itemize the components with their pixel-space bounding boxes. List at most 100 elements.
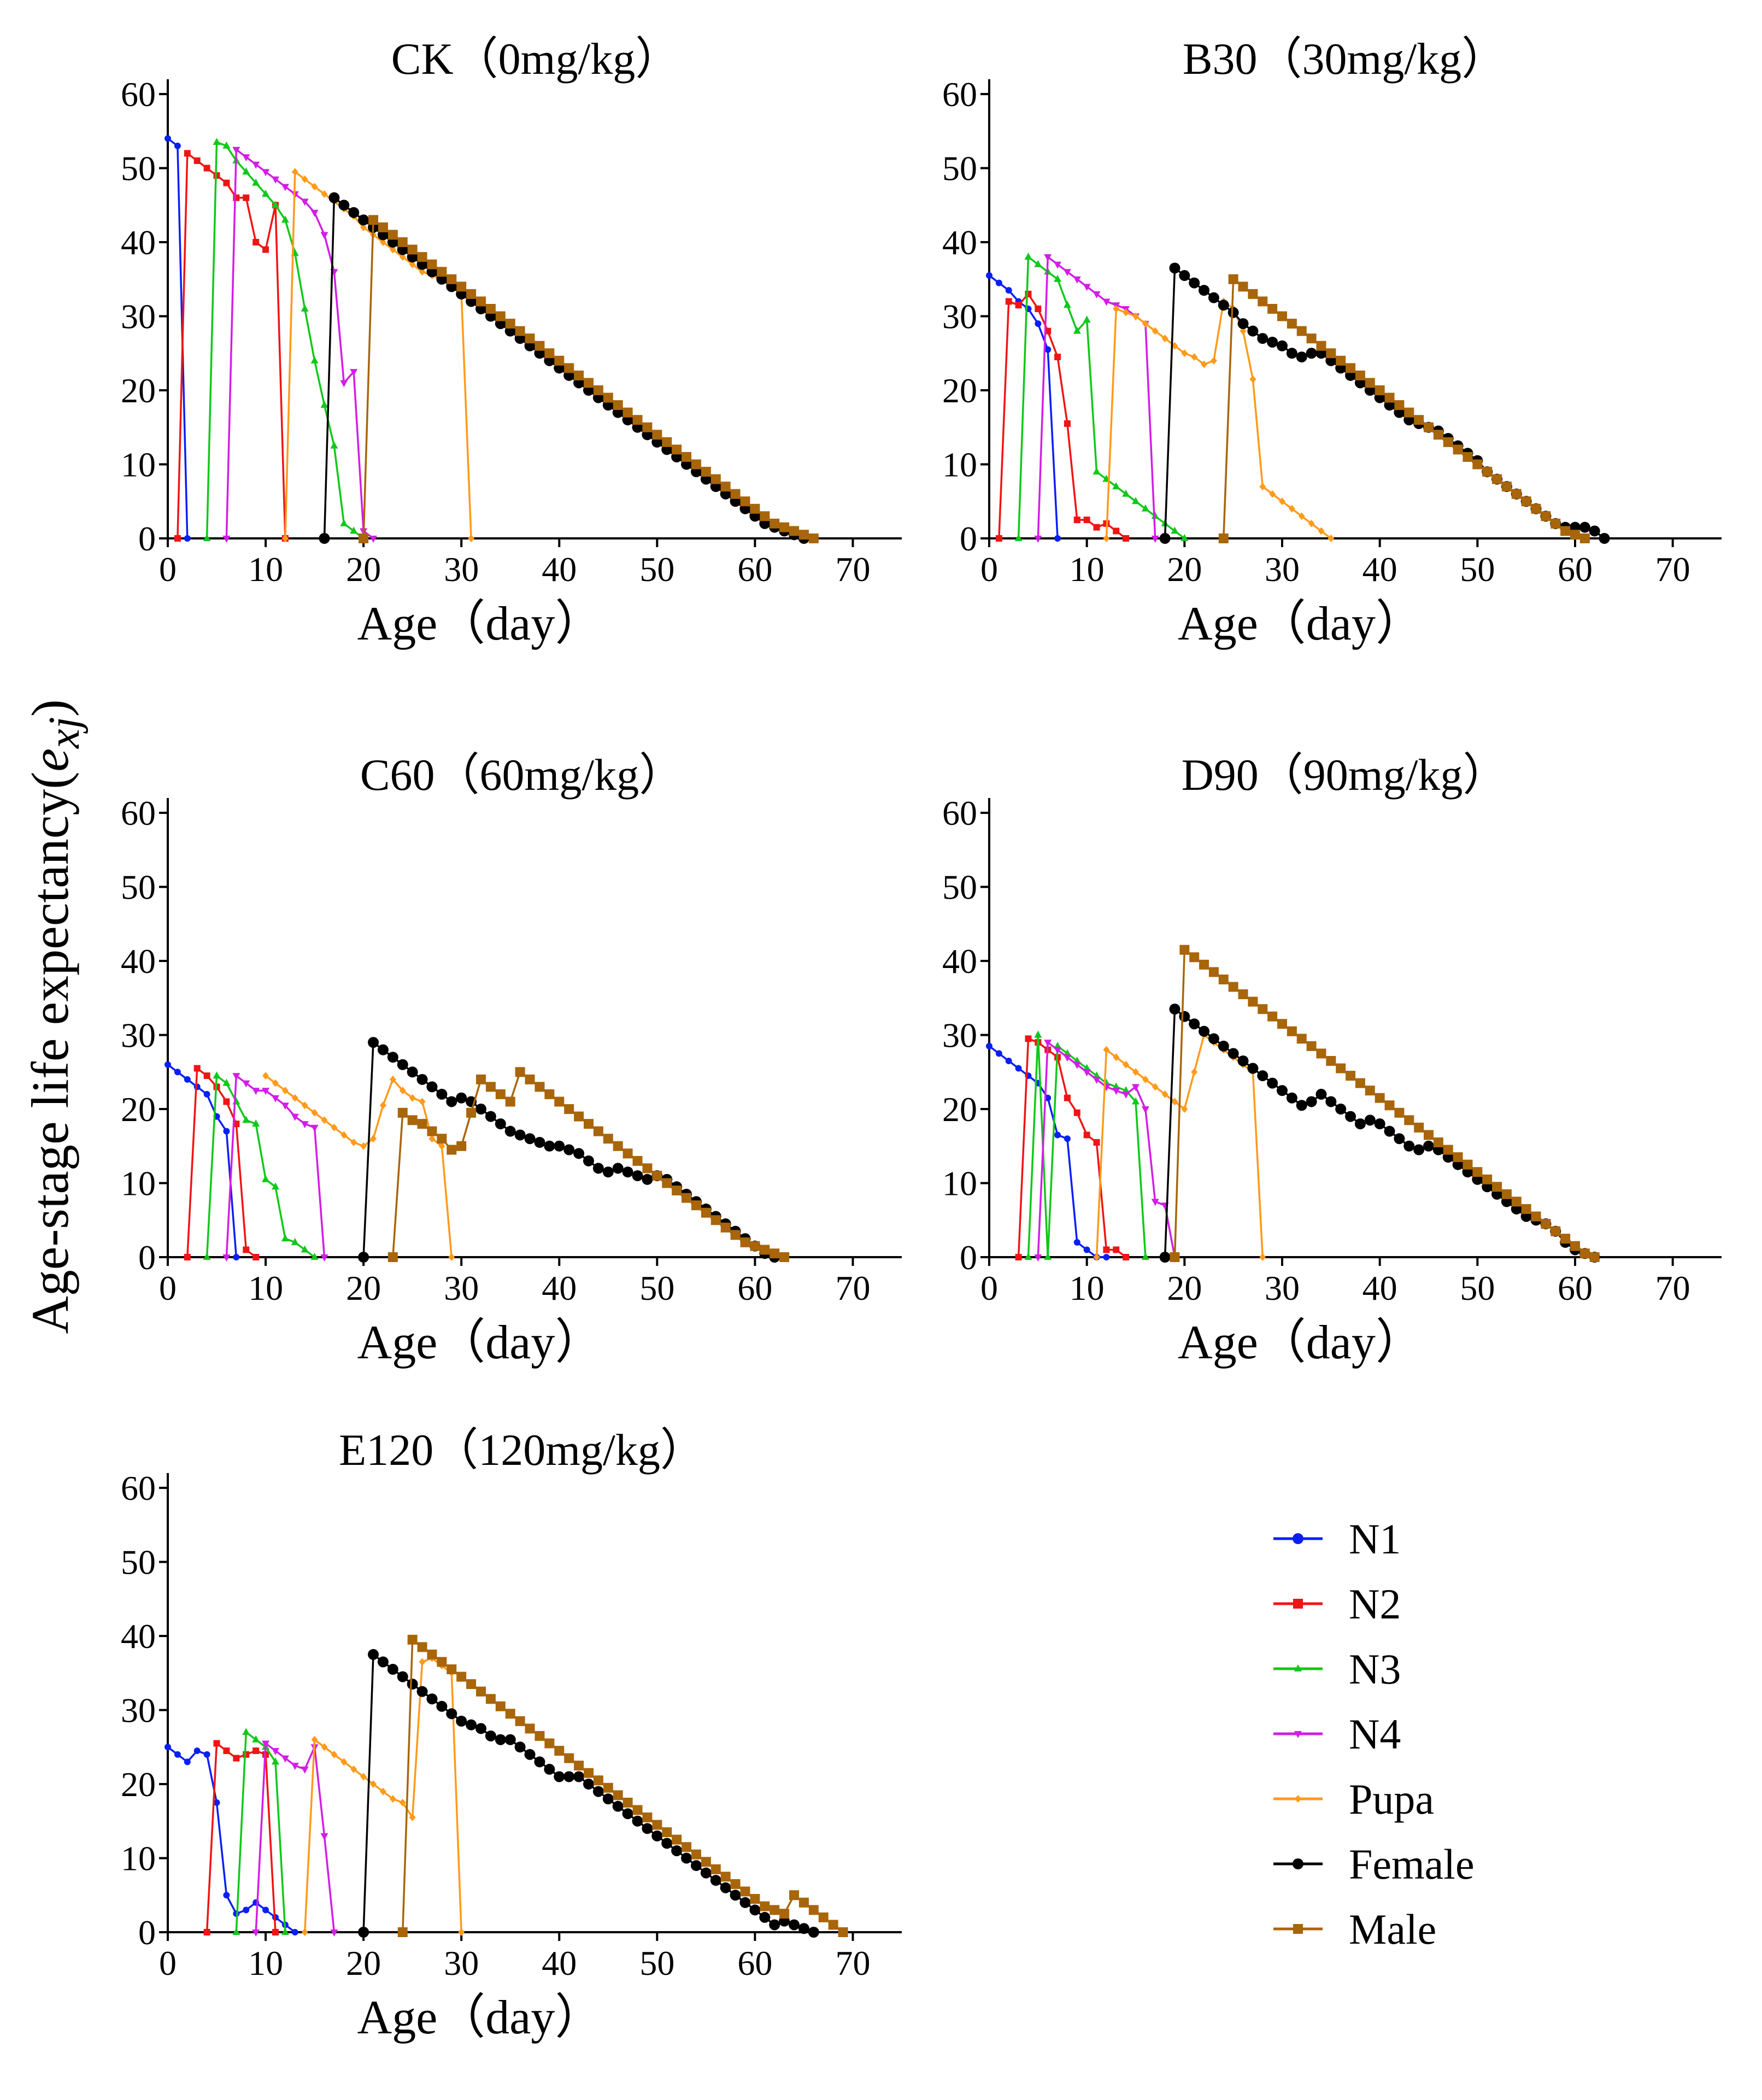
data-point-female [1267, 336, 1278, 348]
data-point-male [1346, 363, 1356, 373]
data-point-pupa [1181, 349, 1188, 357]
data-point-male [1443, 437, 1453, 447]
data-point-male [593, 385, 603, 396]
data-point-male [652, 1170, 662, 1181]
data-point-pupa [379, 238, 386, 247]
data-point-n1 [213, 1799, 220, 1806]
x-tick-label: 70 [835, 550, 870, 589]
data-point-male [1492, 474, 1502, 484]
x-tick-label: 60 [737, 1944, 772, 1982]
data-point-female [1169, 1004, 1180, 1015]
data-point-male [701, 467, 711, 477]
data-point-pupa [350, 1765, 357, 1773]
data-point-n4 [350, 369, 358, 377]
data-point-pupa [1171, 1098, 1178, 1106]
data-point-n3 [1112, 1082, 1120, 1090]
data-point-male [515, 326, 525, 336]
chart-title: D90（90mg/kg） [1182, 750, 1508, 800]
data-point-male [1424, 422, 1434, 432]
data-point-female [524, 1749, 536, 1760]
y-tick-label: 50 [121, 149, 156, 188]
data-point-male [1326, 1055, 1336, 1066]
legend-label: N2 [1349, 1580, 1401, 1628]
data-point-male [525, 1723, 535, 1734]
data-point-n4 [310, 209, 319, 217]
data-point-male [1384, 1100, 1395, 1111]
data-point-male [1394, 1107, 1405, 1118]
data-point-pupa [370, 1780, 377, 1788]
data-point-n2 [1073, 517, 1080, 524]
data-point-male [760, 1245, 770, 1255]
x-tick-label: 60 [1558, 550, 1593, 589]
data-point-n4 [1083, 1069, 1091, 1077]
x-tick-label: 50 [639, 1944, 674, 1982]
x-axis-label: Age（day） [1178, 597, 1424, 650]
data-point-n3 [222, 1078, 231, 1086]
y-axis-title-symbol: e [20, 748, 79, 772]
data-point-n1 [223, 1128, 230, 1135]
data-point-female [690, 1860, 702, 1872]
y-tick-label: 60 [121, 794, 156, 832]
data-point-male [1375, 385, 1385, 396]
data-point-female [416, 1074, 428, 1085]
data-point-n3 [350, 526, 358, 534]
data-point-n3 [291, 1237, 299, 1245]
data-point-male [535, 1082, 545, 1092]
series-female [1159, 262, 1610, 544]
data-point-female [514, 1741, 526, 1753]
x-tick-label: 40 [1362, 1269, 1397, 1307]
y-axis-title-suffix: ) [20, 699, 79, 717]
data-point-n2 [252, 1254, 260, 1260]
data-point-male [505, 1096, 515, 1107]
data-point-male [407, 244, 418, 255]
data-point-n4 [252, 161, 260, 169]
data-point-male [476, 1074, 486, 1084]
y-tick-label: 50 [121, 868, 156, 907]
data-point-pupa [321, 1743, 328, 1751]
data-point-male [417, 1119, 427, 1129]
data-point-female [798, 1923, 809, 1934]
data-point-female [1394, 1133, 1405, 1145]
data-point-n3 [1034, 260, 1042, 267]
data-point-male [554, 1096, 565, 1107]
data-point-n4 [1073, 276, 1081, 284]
data-point-pupa [409, 1094, 416, 1102]
data-point-pupa [291, 168, 298, 176]
data-point-n3 [310, 356, 319, 363]
data-point-male [1306, 333, 1317, 344]
data-point-female [1335, 1104, 1347, 1115]
data-point-male [710, 1864, 721, 1874]
data-point-n3 [252, 1119, 260, 1127]
data-point-pupa [1288, 505, 1295, 513]
data-point-male [1267, 1011, 1278, 1022]
data-point-pupa [370, 1135, 377, 1143]
series-line-n3 [205, 1075, 315, 1258]
data-point-female [504, 1734, 516, 1745]
y-tick-label: 50 [942, 868, 977, 907]
y-tick-label: 30 [121, 1016, 156, 1055]
data-point-female [1179, 1011, 1190, 1022]
data-point-male [1277, 311, 1287, 321]
data-point-n1 [243, 1907, 250, 1914]
data-point-n1 [174, 142, 181, 149]
data-point-n4 [242, 1080, 250, 1088]
data-point-male [1433, 1137, 1443, 1147]
data-point-n1 [203, 1751, 210, 1758]
chart-panel-ck: CK（0mg/kg） 0 10 20 30 40 50 60 70 0 10 20 30 40 50 60 Ag… [121, 34, 902, 650]
data-point-n1 [1015, 1065, 1022, 1072]
data-point-male [593, 1775, 603, 1786]
data-point-female [700, 1867, 712, 1879]
x-tick-label: 40 [542, 1944, 577, 1982]
data-point-female [710, 1875, 721, 1886]
data-point-n2 [1015, 1254, 1022, 1260]
data-point-female [358, 214, 369, 226]
data-point-pupa [419, 1098, 426, 1106]
data-point-n2 [223, 179, 230, 186]
data-point-male [535, 341, 545, 351]
data-point-n3 [213, 138, 221, 145]
x-tick-label: 70 [835, 1944, 870, 1982]
x-axis-label: Age（day） [357, 1991, 603, 2044]
y-axis-title-text: Age-stage life expectancy(exj) [20, 699, 90, 1334]
legend-marker-n1 [1293, 1533, 1303, 1544]
